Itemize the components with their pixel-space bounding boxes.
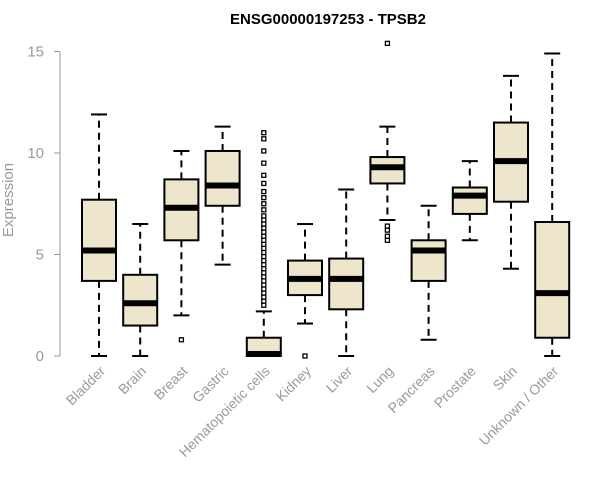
iqr-box — [369, 156, 406, 185]
outlier-point — [261, 290, 267, 296]
outlier-point — [261, 270, 267, 276]
chart-title: ENSG00000197253 - TPSB2 — [230, 11, 426, 28]
iqr-box — [81, 198, 117, 282]
box-brain — [122, 223, 159, 357]
category-label-kidney: Kidney — [273, 363, 315, 405]
box-gastric — [204, 125, 241, 266]
box-liver — [328, 188, 365, 357]
outlier-point — [261, 282, 267, 288]
outlier-point — [261, 266, 267, 272]
outlier-point — [261, 136, 267, 142]
category-label-brain: Brain — [115, 363, 149, 397]
iqr-box — [204, 149, 241, 207]
category-label-lung: Lung — [363, 363, 396, 396]
category-label-prostate: Prostate — [431, 363, 479, 411]
iqr-box — [328, 257, 365, 311]
outlier-point — [261, 172, 267, 178]
outlier-point — [261, 261, 267, 268]
outlier-point — [261, 286, 267, 292]
outlier-point — [261, 294, 267, 300]
outlier-point — [261, 249, 267, 256]
outlier-point — [261, 274, 267, 280]
box-pancreas — [410, 204, 447, 341]
outlier-point — [261, 302, 267, 308]
outlier-point — [384, 233, 391, 239]
outlier-point — [261, 160, 267, 166]
outlier-point — [261, 225, 267, 231]
outlier-point — [261, 237, 267, 243]
box-lung — [369, 40, 406, 243]
category-label-skin: Skin — [490, 363, 521, 394]
outlier-point — [261, 130, 267, 136]
outlier-point — [384, 227, 391, 233]
box-hematopoietic-cells — [245, 130, 282, 358]
box-bladder — [81, 113, 117, 357]
outlier-point — [261, 207, 267, 213]
outlier-point — [178, 337, 185, 343]
box-prostate — [451, 160, 488, 242]
boxes — [81, 40, 571, 359]
iqr-box — [122, 273, 159, 327]
outlier-point — [302, 353, 308, 359]
category-label-breast: Breast — [151, 363, 191, 403]
outlier-point — [261, 188, 267, 195]
outlier-point — [261, 257, 267, 264]
box-skin — [493, 74, 529, 270]
outlier-point — [261, 201, 267, 207]
outlier-point — [261, 241, 267, 248]
outlier-point — [261, 233, 267, 239]
outlier-point — [384, 223, 391, 229]
outlier-point — [261, 213, 267, 219]
outlier-point — [261, 195, 267, 201]
category-label-liver: Liver — [323, 363, 356, 396]
outlier-point — [261, 148, 267, 154]
y-tick-label-15: 15 — [27, 44, 44, 61]
outlier-point — [261, 229, 267, 235]
y-tick-label-5: 5 — [36, 247, 44, 264]
outlier-point — [261, 245, 267, 252]
y-axis: 0 5 10 15 — [27, 44, 61, 365]
y-tick-label-10: 10 — [27, 145, 44, 162]
outlier-point — [384, 237, 391, 243]
iqr-box — [410, 239, 447, 282]
y-tick-label-0: 0 — [36, 348, 44, 365]
outlier-point — [261, 253, 267, 260]
outlier-point — [261, 221, 267, 227]
outlier-point — [261, 298, 267, 304]
y-axis-label: Expression — [0, 163, 17, 237]
outlier-point — [261, 278, 267, 284]
box-breast — [163, 149, 200, 343]
outlier-point — [261, 217, 267, 223]
box-unknown-other — [534, 52, 571, 357]
category-label-bladder: Bladder — [63, 363, 109, 409]
box-kidney — [287, 223, 323, 359]
iqr-box — [451, 186, 488, 215]
outlier-point — [261, 180, 267, 187]
outlier-point — [384, 40, 391, 47]
iqr-box — [534, 221, 571, 339]
